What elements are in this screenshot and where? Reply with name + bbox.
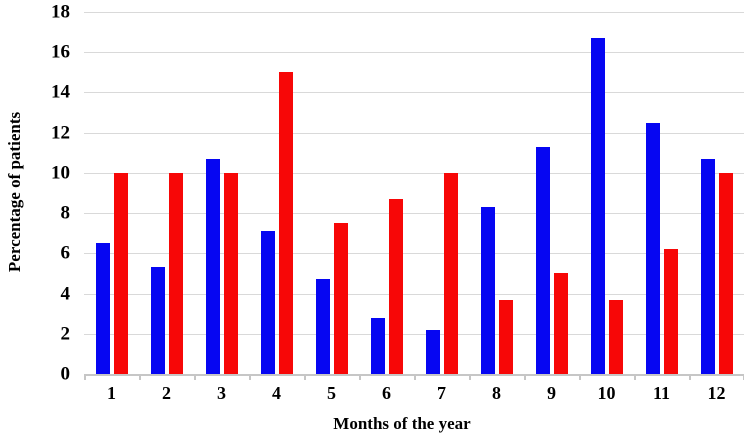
plot-area: [84, 12, 744, 380]
x-axis-tick: [469, 375, 471, 380]
x-axis-tick: [249, 375, 251, 380]
bar-blue-month-2: [150, 267, 165, 374]
y-tick-label: 12: [51, 122, 70, 144]
gridline: [84, 172, 744, 174]
gridline: [84, 12, 744, 13]
x-tick-label: 8: [492, 383, 501, 403]
bar-red-month-8: [498, 299, 513, 374]
x-axis-line: [84, 374, 744, 376]
bar-blue-month-8: [480, 207, 495, 374]
bar-red-month-9: [553, 273, 568, 374]
x-tick-label: 1: [107, 383, 116, 403]
x-axis-tick: [304, 375, 306, 380]
x-axis-tick-labels: 1 2 3 4 5 6 7 8 9 10 11 12: [84, 383, 744, 409]
bar-blue-month-12: [700, 158, 715, 374]
bar-red-month-11: [663, 249, 678, 374]
x-axis-tick: [524, 375, 526, 380]
x-axis-title: Months of the year: [333, 414, 471, 433]
y-tick-label: 4: [60, 283, 71, 305]
gridline: [84, 52, 744, 54]
x-tick-label: 11: [652, 383, 671, 403]
x-tick-label: 7: [437, 383, 446, 403]
x-tick-label: 5: [327, 383, 336, 403]
gridline: [84, 213, 744, 215]
bar-blue-month-3: [205, 158, 220, 374]
bar-blue-month-9: [535, 146, 550, 374]
gridline: [84, 92, 744, 94]
x-axis-tick: [359, 375, 361, 380]
y-tick-label: 2: [60, 323, 71, 345]
bar-red-month-5: [333, 223, 348, 374]
bar-red-month-1: [113, 172, 128, 374]
gridline: [84, 333, 744, 335]
y-tick-label: 6: [60, 242, 71, 264]
x-tick-label: 2: [162, 383, 171, 403]
y-axis-tick-labels: 0 2 4 6 8 10 12 14 16 18: [0, 3, 71, 384]
x-axis-tick: [579, 375, 581, 380]
bar-red-month-10: [608, 299, 623, 374]
bar-red-month-2: [168, 172, 183, 374]
gridline: [84, 132, 744, 134]
x-tick-label: 4: [272, 383, 281, 403]
bar-blue-month-6: [370, 317, 385, 374]
bar-blue-month-11: [645, 122, 660, 374]
bar-blue-month-10: [590, 38, 605, 374]
y-tick-label: 0: [60, 363, 71, 385]
bar-blue-month-7: [425, 329, 440, 374]
x-axis-tick: [414, 375, 416, 380]
x-axis-tick: [742, 375, 744, 380]
bar-red-month-12: [718, 172, 733, 374]
bar-blue-month-5: [315, 279, 330, 374]
bar-red-month-3: [223, 172, 238, 374]
x-axis-tick: [689, 375, 691, 380]
x-tick-label: 9: [547, 383, 556, 403]
y-tick-label: 8: [60, 202, 71, 224]
x-tick-label: 6: [382, 383, 391, 403]
y-tick-label: 18: [51, 1, 70, 23]
x-tick-label: 10: [597, 383, 616, 403]
x-axis-tick: [194, 375, 196, 380]
x-tick-label: 12: [707, 383, 726, 403]
bar-red-month-6: [388, 199, 403, 374]
x-axis-tick: [634, 375, 636, 380]
bar-red-month-7: [443, 172, 458, 374]
x-axis-tick: [84, 375, 86, 380]
bar-blue-month-4: [260, 231, 275, 374]
bar-red-month-4: [278, 72, 293, 374]
gridline: [84, 253, 744, 255]
y-tick-label: 16: [51, 41, 70, 63]
x-axis-tick: [139, 375, 141, 380]
gridline: [84, 293, 744, 295]
y-tick-label: 10: [51, 162, 70, 184]
x-tick-label: 3: [217, 383, 226, 403]
y-tick-label: 14: [51, 81, 70, 103]
bar-blue-month-1: [95, 243, 110, 374]
